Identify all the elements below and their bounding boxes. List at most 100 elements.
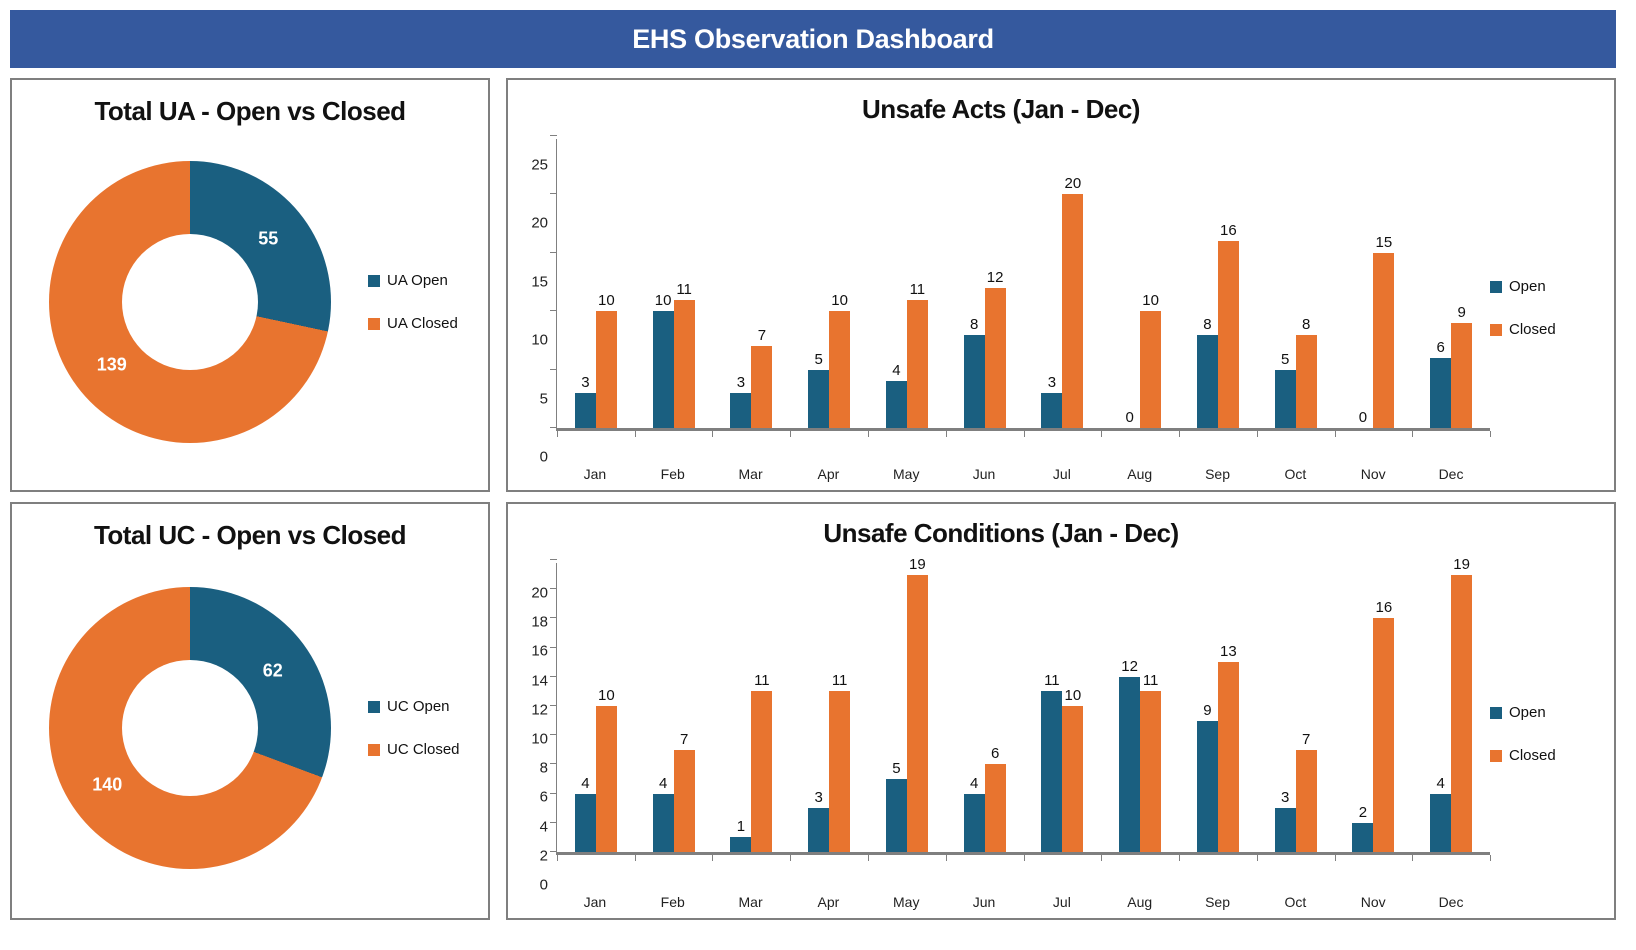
uc-closed-swatch [368,743,380,756]
open-bar-apr [808,808,830,852]
bar-value-label: 16 [1375,599,1393,617]
closed-bar-feb [673,299,695,428]
x-tick-label: Jun [972,466,996,482]
bar-value-label: 19 [1453,555,1470,573]
closed-bar-mar [751,346,773,428]
closed-bar-mar [751,691,773,852]
closed-bar-oct [1295,749,1317,852]
category-feb: 10 11 [635,139,713,428]
bar-value-label: 1 [736,818,746,836]
uc-donut: 62 140 [49,587,331,869]
open-bar-mar [730,837,752,852]
y-tick-label: 15 [531,273,548,291]
category-apr: 3 11 [790,563,868,852]
open-bar-jul [1041,392,1063,428]
bar-value-label: 7 [679,730,689,748]
closed-bar-may [906,299,928,428]
x-tick-label: Jul [1052,894,1071,910]
closed-bar-nov [1373,618,1395,852]
open-bar-may [885,779,907,852]
category-may: 4 11 [868,139,946,428]
category-jan: 3 10 [557,139,635,428]
open-bar-feb [652,793,674,852]
closed-bar-jun [984,764,1006,852]
legend-label: Closed [1509,747,1556,764]
x-tick-label: Apr [817,466,840,482]
chart-title: Unsafe Conditions (Jan - Dec) [823,518,1179,548]
bar-value-label: 3 [581,373,590,391]
bar-value-label: 16 [1220,222,1237,240]
unsafe-acts-chart: 0 5 10 15 20 25 3 10 10 11 3 7 5 10 4 11 8 12 3 20 0 10 8 16 5 8 0… [514,135,1491,490]
x-tick-label: Apr [817,894,840,910]
chart-title: Total UA - Open vs Closed [94,96,406,126]
legend-label: UA Closed [387,315,458,332]
ua-closed-swatch [368,317,380,330]
x-tick-label: Dec [1438,894,1464,910]
bar-value-label: 4 [581,774,590,792]
closed-bar-jan [595,706,617,852]
closed-swatch [1490,323,1502,336]
open-bar-oct [1274,808,1296,852]
x-tick-label: Nov [1360,894,1386,910]
legend-item-ua-open: UA Open [368,272,488,289]
bar-value-label: 4 [892,362,901,380]
bar-value-label: 11 [754,672,770,690]
bar-value-label: 0 [1125,409,1134,426]
bar-value-label: 11 [1044,672,1060,690]
category-sep: 9 13 [1179,563,1257,852]
y-tick-label: 10 [531,331,548,349]
category-apr: 5 10 [790,139,868,428]
open-bar-jan [574,392,596,428]
y-tick-label: 14 [531,672,548,690]
y-tick-label: 18 [531,613,548,631]
bar-value-label: 8 [1203,315,1212,333]
chart-title: Total UC - Open vs Closed [93,520,407,550]
unsafe-acts-panel: Unsafe Acts (Jan - Dec) 0 5 10 15 20 25 3 10 10 1… [506,78,1616,492]
legend-item-ua-closed: UA Closed [368,315,488,332]
legend-label: UC Closed [387,741,460,758]
open-bar-sep [1196,334,1218,428]
bar-value-label: 7 [1301,730,1311,748]
bar-value-label: 8 [1301,315,1311,333]
legend-item-open: Open [1490,278,1610,295]
y-tick-label: 20 [531,214,548,232]
legend-item-closed: Closed [1490,321,1610,338]
closed-bar-apr [829,691,851,852]
closed-bar-dec [1451,574,1473,852]
donut-data-label: 62 [262,660,283,681]
open-bar-jun [963,793,985,852]
unsafe-conditions-legend: Open Closed [1490,704,1610,764]
y-tick-label: 12 [531,701,548,719]
bar-value-label: 11 [909,280,926,298]
closed-bar-aug [1140,691,1162,852]
open-bar-feb [652,311,674,428]
legend-item-closed: Closed [1490,747,1610,764]
bar-value-label: 6 [990,745,1000,763]
bar-value-label: 10 [1142,292,1159,310]
dashboard-title: EHS Observation Dashboard [632,23,994,54]
x-tick-label: May [893,894,920,910]
bar-value-label: 5 [892,760,901,777]
uc-donut-chart: 62 140 [12,551,368,905]
open-bar-aug [1119,676,1141,852]
bar-value-label: 3 [814,789,823,807]
bar-value-label: 6 [1436,338,1445,356]
open-bar-jan [574,793,596,852]
closed-bar-jan [595,311,617,428]
x-tick-label: Aug [1127,894,1153,910]
legend-item-uc-closed: UC Closed [368,741,488,758]
bar-value-label: 11 [1142,672,1159,690]
bar-value-label: 10 [831,292,848,310]
bar-value-label: 13 [1220,643,1237,661]
x-tick-label: Mar [738,466,763,482]
y-tick-label: 16 [531,642,548,660]
ua-donut: 55 139 [49,161,331,443]
x-tick-label: Oct [1284,894,1307,910]
x-tick-label: Dec [1438,466,1464,482]
x-tick-label: Sep [1205,466,1230,482]
bar-value-label: 5 [814,350,823,368]
